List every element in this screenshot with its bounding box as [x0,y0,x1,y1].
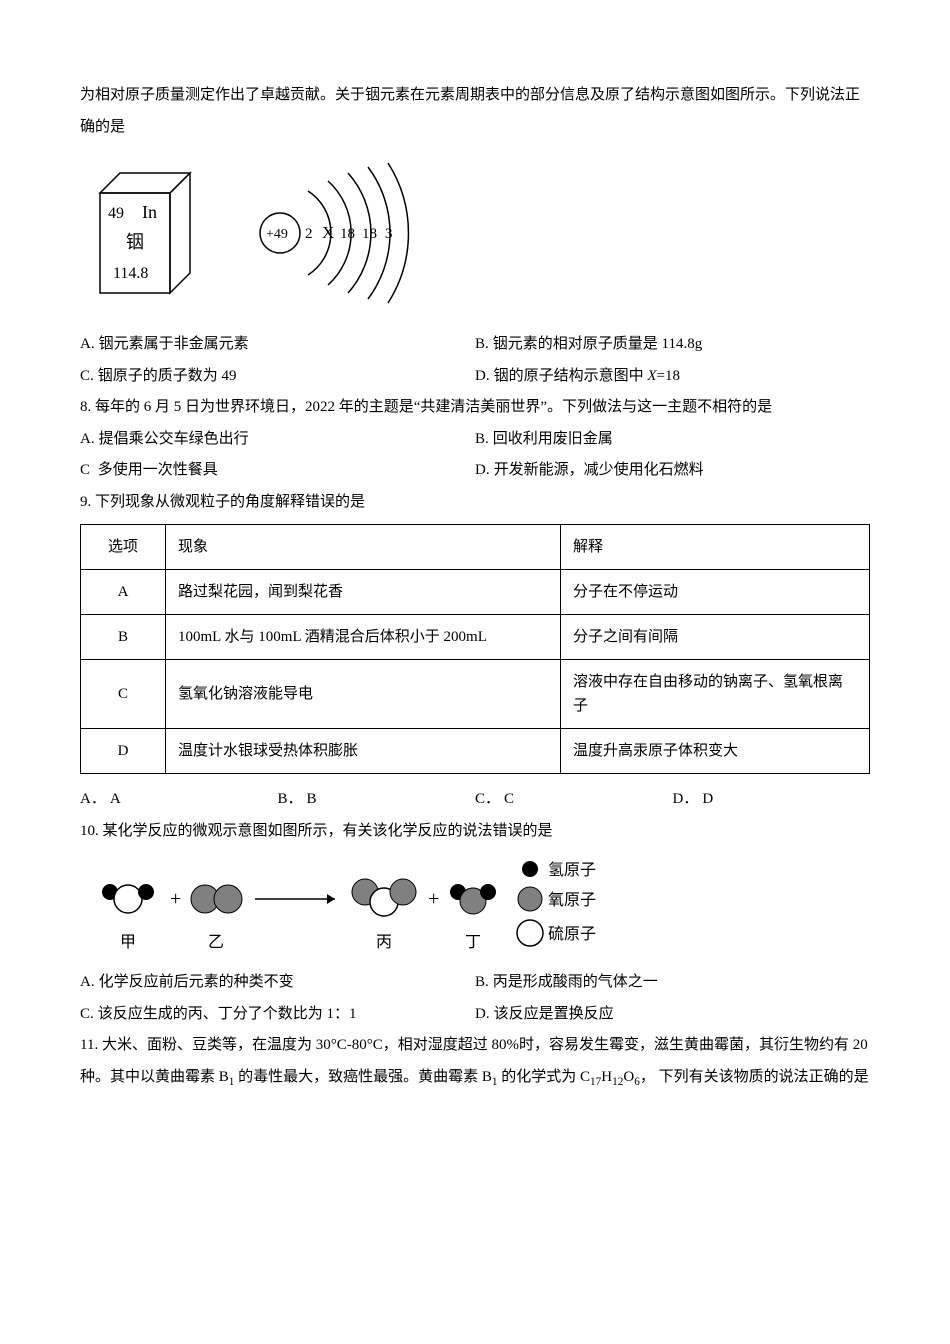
table-row: B 100mL 水与 100mL 酒精混合后体积小于 200mL 分子之间有间隔 [81,615,870,660]
cell: 分子之间有间隔 [561,615,870,660]
molecule-bing [352,879,416,916]
q8-choice-b: B.回收利用废旧金属 [475,424,870,456]
q11-p3: 的化学式为 C [498,1069,591,1085]
q7-a-text: 铟元素属于非金属元素 [99,336,249,352]
q7-intro: 为相对原子质量测定作出了卓越贡献。关于铟元素在元素周期表中的部分信息及原了结构示… [80,80,870,143]
cell: 溶液中存在自由移动的钠离子、氢氧根离子 [561,660,870,729]
q11-fhn: 12 [612,1076,623,1088]
legend-h: 氢原子 [548,861,596,879]
q9-th-1: 现象 [166,525,561,570]
cell: 分子在不停运动 [561,570,870,615]
q7-figure-row: 49 In 铟 114.8 +49 2 X 18 18 3 [80,153,870,313]
cell: C [81,660,166,729]
cell: 100mL 水与 100mL 酒精混合后体积小于 200mL [166,615,561,660]
q10-choice-b: B.丙是形成酸雨的气体之一 [475,967,870,999]
legend-o: 氧原子 [548,891,596,909]
q7-choice-b: B.铟元素的相对原子质量是 114.8g [475,329,870,361]
element-mass: 114.8 [113,265,148,282]
shell-1: X [322,223,334,242]
element-name: 铟 [126,232,144,252]
plus-1: + [170,888,181,910]
q7-choice-c: C.铟原子的质子数为 49 [80,361,475,393]
table-row: D 温度计水银球受热体积膨胀 温度升高汞原子体积变大 [81,729,870,774]
q11-p2: 的毒性最大，致癌性最强。黄曲霉素 B [234,1069,492,1085]
q9-stem: 9. 下列现象从微观粒子的角度解释错误的是 [80,487,870,519]
q9-th-2: 解释 [561,525,870,570]
plus-2: + [428,888,439,910]
q9-d-text: D [702,791,713,807]
atom-diagram-svg: +49 2 X 18 18 3 [240,153,440,313]
q9-a-text: A [110,791,121,807]
q7-d-var: X [647,368,656,384]
q7-choice-d: D.铟的原子结构示意图中 X=18 [475,361,870,393]
molecule-ding [450,884,496,914]
nucleus-label: +49 [266,227,288,242]
q8-c-text: 多使用一次性餐具 [98,462,218,478]
legend-s: 硫原子 [548,925,596,943]
molecule-jia [102,884,154,913]
q9-b-text: B [307,791,317,807]
q11-stem: 11. 大米、面粉、豆类等，在温度为 30°C-80°C，相对湿度超过 80%时… [80,1030,870,1094]
table-row: C 氢氧化钠溶液能导电 溶液中存在自由移动的钠离子、氢氧根离子 [81,660,870,729]
q9-choice-d: D．D [673,784,871,816]
q11-p4: ， 下列有关该物质的说法正确的是 [640,1069,869,1085]
cell: 氢氧化钠溶液能导电 [166,660,561,729]
q8-choice-a: A.提倡乘公交车绿色出行 [80,424,475,456]
q10-c-text: 该反应生成的丙、丁分了个数比为 1：1 [98,1006,357,1022]
cell: D [81,729,166,774]
q8-stem: 8. 每年的 6 月 5 日为世界环境日，2022 年的主题是“共建清洁美丽世界… [80,392,870,424]
label-jia: 甲 [120,934,136,951]
label-yi: 乙 [208,934,224,951]
q7-choice-a: A.铟元素属于非金属元素 [80,329,475,361]
label-ding: 丁 [465,934,481,951]
q8-choice-d: D.开发新能源，减少使用化石燃料 [475,455,870,487]
q7-d-prefix: 铟的原子结构示意图中 [494,368,648,384]
q10-choice-d: D.该反应是置换反应 [475,999,870,1031]
cell: 温度升高汞原子体积变大 [561,729,870,774]
molecule-yi [191,885,242,913]
q8-b-text: 回收利用废旧金属 [493,431,613,447]
q7-b-text: 铟元素的相对原子质量是 114.8g [493,336,702,352]
q9-choice-b: B．B [278,784,476,816]
cell: B [81,615,166,660]
cell: A [81,570,166,615]
q7-d-suffix: =18 [657,368,680,384]
shell-0: 2 [305,226,313,242]
q10-b-text: 丙是形成酸雨的气体之一 [493,974,658,990]
shell-4: 3 [385,226,393,242]
q11-fh: H [601,1069,612,1085]
q10-a-text: 化学反应前后元素的种类不变 [99,974,294,990]
table-row: A 路过梨花园，闻到梨花香 分子在不停运动 [81,570,870,615]
q7-c-text: 铟原子的质子数为 49 [98,368,237,384]
q8-choice-c: C 多使用一次性餐具 [80,455,475,487]
q8-a-text: 提倡乘公交车绿色出行 [99,431,249,447]
cell: 路过梨花园，闻到梨花香 [166,570,561,615]
q11-fo: O [623,1069,634,1085]
q9-c-text: C [504,791,514,807]
q9-th-0: 选项 [81,525,166,570]
label-bing: 丙 [376,934,392,951]
q10-choice-c: C.该反应生成的丙、丁分了个数比为 1：1 [80,999,475,1031]
q9-choice-c: C．C [475,784,673,816]
q10-reaction-svg: 甲 + 乙 丙 + 丁 氢原子 氧原子 硫原子 [80,847,640,967]
q10-d-text: 该反应是置换反应 [494,1006,614,1022]
q8-d-text: 开发新能源，减少使用化石燃料 [494,462,704,478]
atomic-number: 49 [108,205,124,222]
q11-fc: 17 [590,1076,601,1088]
q10-stem: 10. 某化学反应的微观示意图如图所示，有关该化学反应的说法错误的是 [80,816,870,848]
cell: 温度计水银球受热体积膨胀 [166,729,561,774]
element-symbol: In [142,202,157,222]
element-box-svg: 49 In 铟 114.8 [80,163,200,303]
q9-table: 选项 现象 解释 A 路过梨花园，闻到梨花香 分子在不停运动 B 100mL 水… [80,524,870,774]
q10-choice-a: A.化学反应前后元素的种类不变 [80,967,475,999]
shell-2: 18 [340,226,355,242]
q9-choice-a: A．A [80,784,278,816]
shell-3: 18 [362,226,377,242]
